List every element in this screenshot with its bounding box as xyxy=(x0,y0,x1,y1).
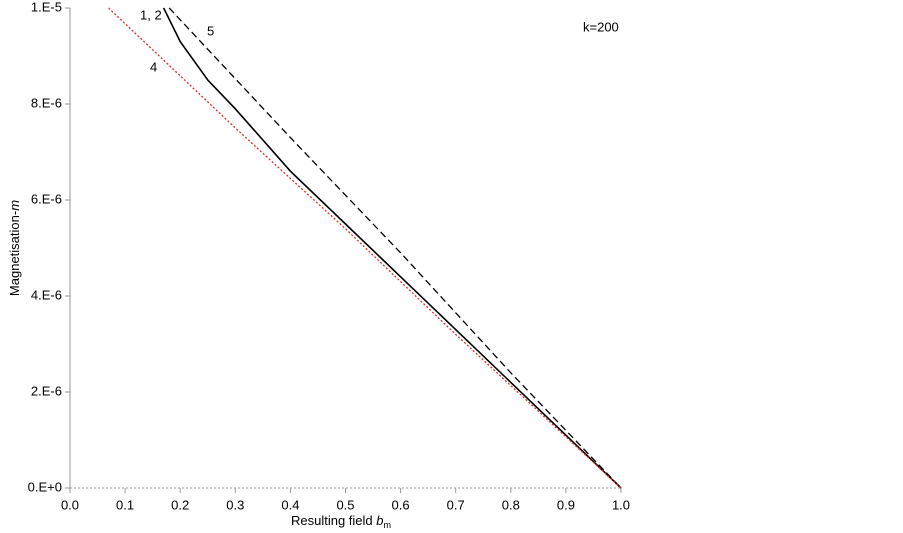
x-tick-label: 0.7 xyxy=(447,497,465,512)
x-tick-label: 0.0 xyxy=(61,497,79,512)
x-tick-label: 0.3 xyxy=(226,497,244,512)
y-tick-label: 0.E+0 xyxy=(28,479,62,494)
y-tick-label: 6.E-6 xyxy=(31,191,62,206)
x-axis-label: Resulting field bm xyxy=(291,513,391,530)
series-line xyxy=(108,7,622,489)
annotation: k=200 xyxy=(583,19,619,34)
y-tick-label: 2.E-6 xyxy=(31,383,62,398)
x-tick-label: 0.4 xyxy=(281,497,299,512)
x-tick-label: 0.5 xyxy=(336,497,354,512)
x-tick-label: 0.8 xyxy=(502,497,520,512)
x-tick-label: 0.2 xyxy=(171,497,189,512)
series-label: 5 xyxy=(207,23,214,38)
series-line xyxy=(162,7,622,489)
x-tick-label: 0.1 xyxy=(116,497,134,512)
series-label: 4 xyxy=(150,59,157,74)
y-tick-label: 8.E-6 xyxy=(31,95,62,110)
y-tick-label: 4.E-6 xyxy=(31,287,62,302)
y-axis-label: Magnetisation-m xyxy=(7,200,22,296)
series-line xyxy=(168,7,622,489)
y-tick-label: 1.E-5 xyxy=(31,0,62,14)
x-tick-label: 0.9 xyxy=(557,497,575,512)
series-label: 1, 2 xyxy=(140,7,162,22)
x-tick-label: 0.6 xyxy=(392,497,410,512)
x-tick-label: 1.0 xyxy=(612,497,630,512)
